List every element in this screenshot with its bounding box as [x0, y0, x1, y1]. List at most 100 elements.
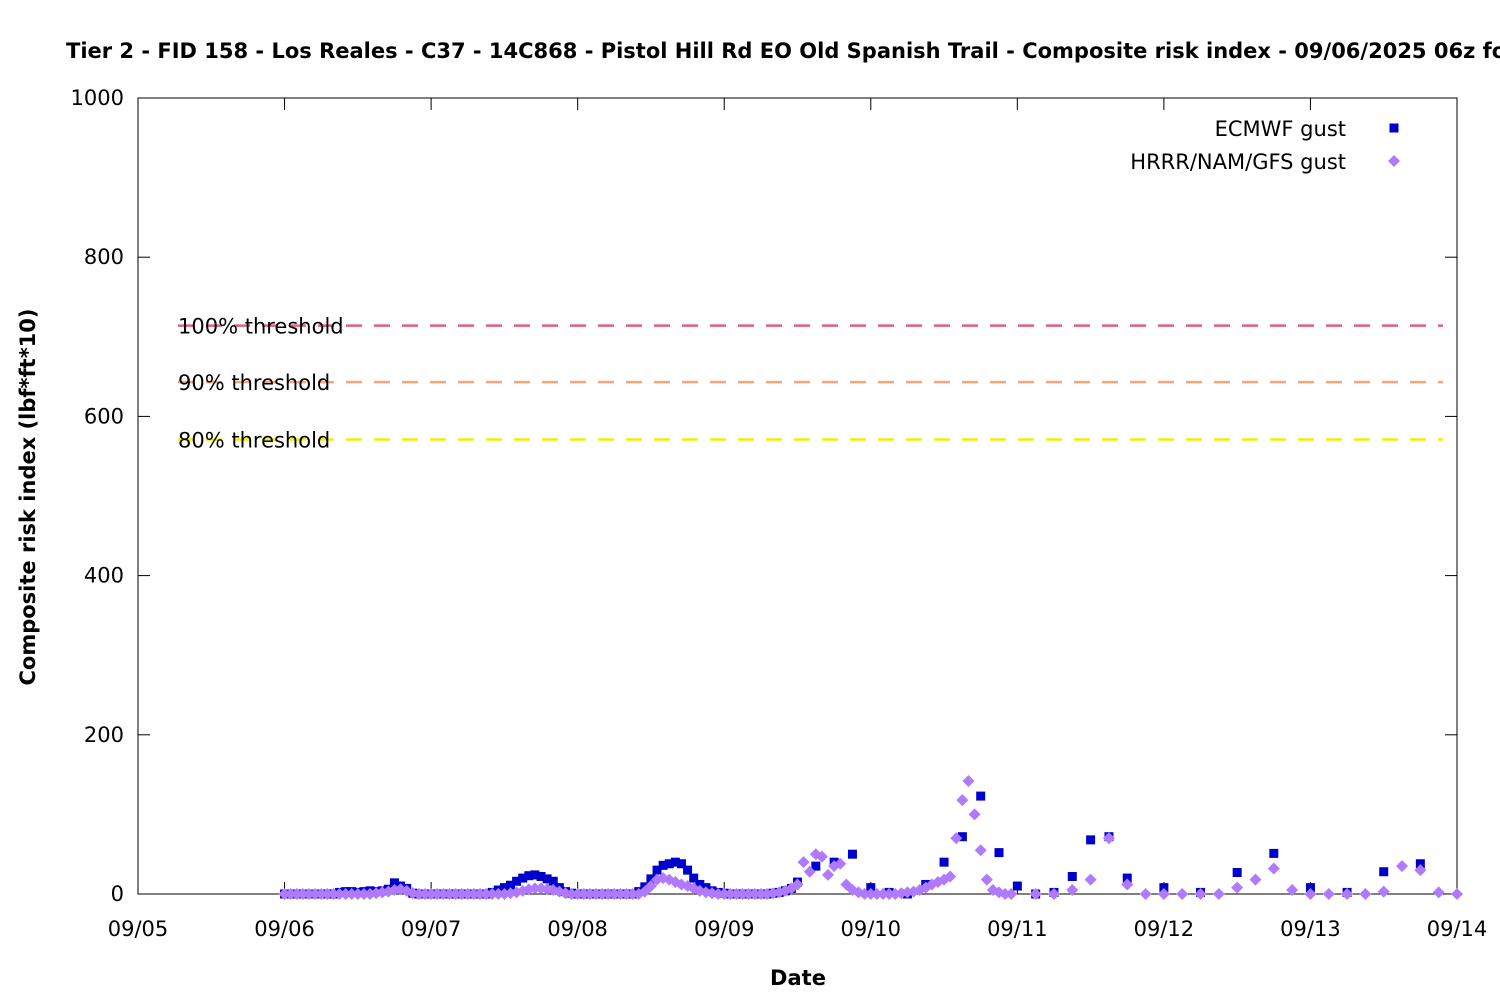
data-point [968, 808, 981, 821]
data-point [1249, 873, 1262, 886]
data-point [870, 888, 883, 900]
data-point [608, 888, 621, 900]
data-point [1102, 832, 1115, 845]
data-point [278, 888, 291, 900]
y-tick-label: 0 [111, 882, 124, 906]
data-point [864, 888, 877, 900]
data-point [1121, 878, 1134, 891]
data-point [357, 888, 370, 900]
data-point [724, 888, 737, 900]
data-point [957, 832, 967, 842]
data-point [339, 888, 352, 900]
data-point [589, 888, 602, 900]
data-point [742, 888, 755, 900]
data-point [412, 888, 425, 900]
data-point [505, 880, 515, 890]
data-point [1305, 883, 1315, 893]
data-point [754, 888, 767, 900]
data-point [1066, 884, 1079, 897]
data-point [791, 878, 804, 891]
x-tick-label: 09/13 [1280, 917, 1341, 941]
data-point [950, 832, 963, 845]
data-point [620, 888, 633, 900]
x-tick-label: 09/08 [547, 917, 608, 941]
data-point [1377, 885, 1390, 898]
data-point [443, 888, 456, 900]
data-point [536, 871, 546, 881]
data-point [1086, 835, 1096, 845]
data-point [866, 883, 876, 893]
y-tick-label: 1000 [71, 86, 124, 110]
threshold-layer: 100% threshold 90% threshold 80% threshold [178, 315, 1443, 452]
data-point [461, 888, 474, 900]
data-point [1084, 873, 1097, 886]
data-point [315, 888, 328, 900]
data-point [811, 861, 821, 871]
data-point [1194, 888, 1207, 900]
data-point [583, 888, 596, 900]
threshold-label: 80% threshold [178, 428, 330, 452]
data-point [524, 871, 534, 881]
data-point [596, 888, 609, 900]
data-point [670, 857, 680, 867]
data-point [736, 888, 749, 900]
chart-title: Tier 2 - FID 158 - Los Reales - C37 - 14… [66, 39, 1500, 63]
data-point [542, 874, 552, 884]
y-axis-ticks: 0 200 400 600 800 1000 [71, 86, 1457, 906]
legend-marker [1388, 155, 1400, 167]
plot-border [137, 97, 1458, 895]
data-point [695, 879, 705, 889]
data-point [1379, 867, 1389, 877]
data-point [455, 888, 468, 900]
data-point [431, 888, 444, 900]
data-point [718, 888, 731, 900]
data-point [803, 865, 816, 878]
data-point [712, 888, 725, 900]
y-axis-title: Composite risk index (lbf*ft*10) [16, 308, 40, 685]
data-point [956, 794, 969, 807]
data-point [1005, 888, 1018, 900]
data-point [748, 888, 761, 900]
data-point [980, 873, 993, 886]
data-point [518, 873, 528, 883]
x-tick-label: 09/06 [254, 917, 315, 941]
data-point [658, 860, 668, 870]
data-point [284, 888, 297, 900]
data-point [664, 859, 674, 869]
data-point [528, 882, 541, 895]
data-point [847, 849, 857, 859]
data-point [602, 888, 615, 900]
data-point [883, 888, 896, 900]
data-point [486, 888, 499, 900]
data-point [530, 870, 540, 880]
data-point [425, 888, 438, 900]
data-point [1414, 864, 1427, 877]
data-point [614, 888, 627, 900]
data-point [571, 888, 584, 900]
data-point [1047, 888, 1060, 900]
data-point [815, 850, 828, 863]
data-point [1122, 873, 1132, 883]
data-point [290, 888, 303, 900]
data-point [689, 873, 699, 883]
data-point [676, 859, 686, 869]
legend-label: HRRR/NAM/GFS gust [1130, 150, 1346, 174]
data-point [944, 870, 957, 883]
data-point [1341, 888, 1354, 900]
y-tick-label: 200 [84, 723, 124, 747]
data-point [1304, 888, 1317, 900]
data-point [976, 791, 986, 801]
data-point [644, 880, 657, 893]
data-point [730, 888, 743, 900]
data-point [512, 876, 522, 886]
data-point [480, 888, 493, 900]
data-point [876, 888, 889, 900]
x-tick-label: 09/07 [401, 917, 462, 941]
data-point [565, 888, 578, 900]
x-axis-title: Date [770, 966, 826, 990]
data-point [548, 876, 558, 886]
data-point [309, 888, 322, 900]
data-point [1415, 859, 1425, 869]
data-point [999, 888, 1012, 900]
